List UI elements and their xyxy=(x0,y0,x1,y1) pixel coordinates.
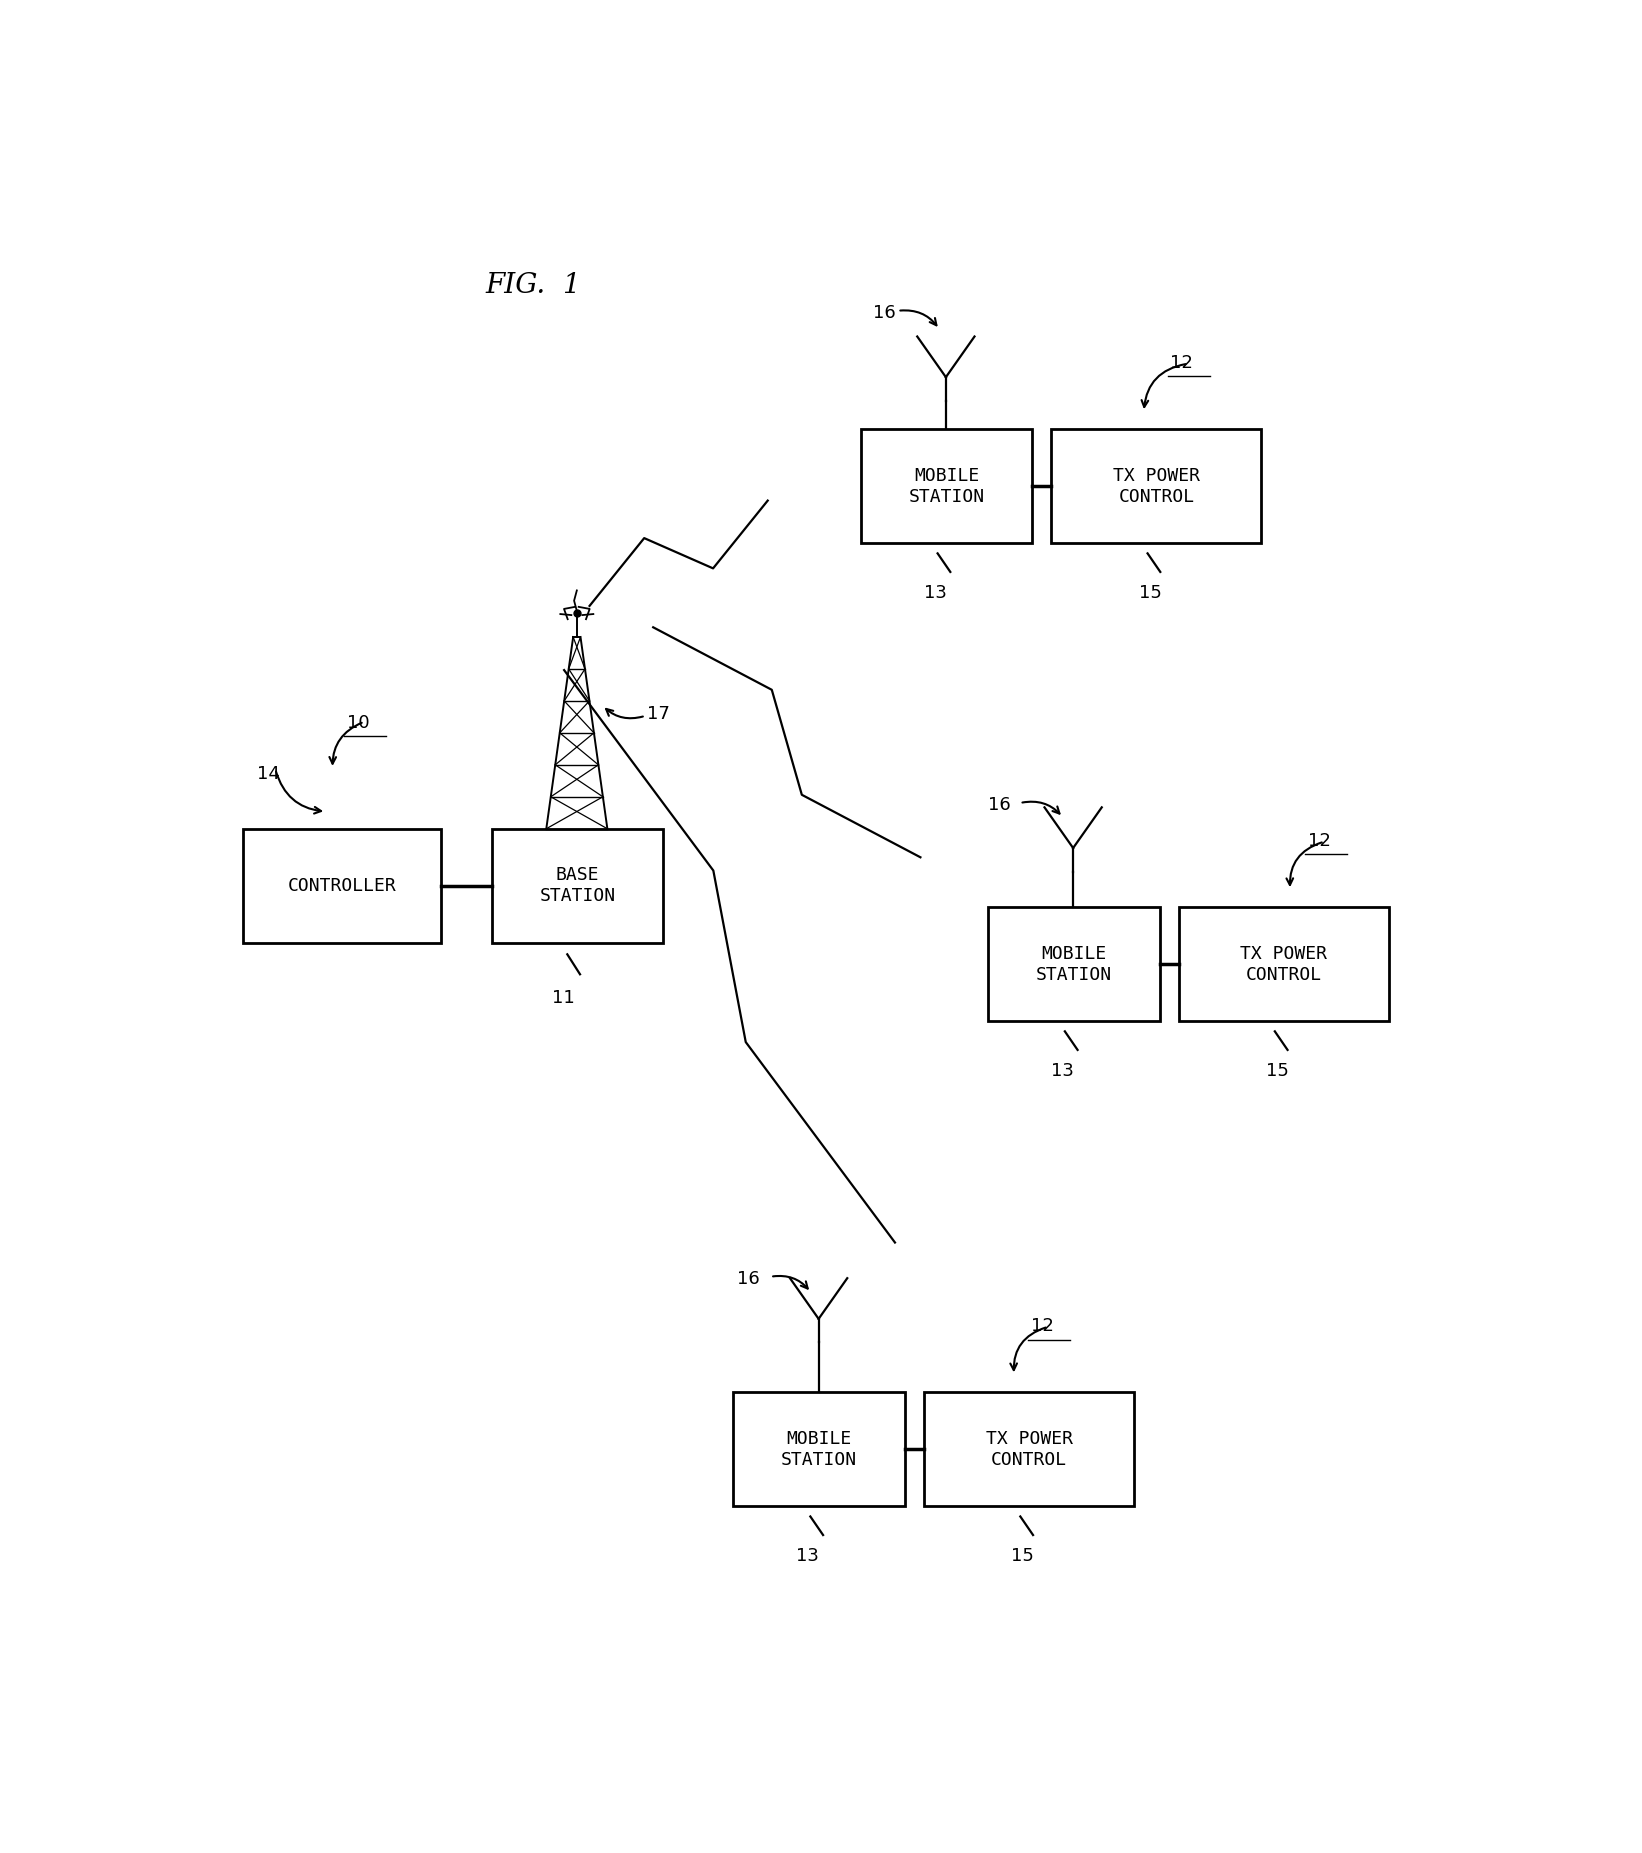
Bar xyxy=(1051,430,1261,543)
Text: 16: 16 xyxy=(874,304,897,322)
Text: 13: 13 xyxy=(796,1547,819,1564)
Bar xyxy=(1179,908,1389,1021)
Text: 16: 16 xyxy=(988,797,1011,815)
Text: MOBILE
STATION: MOBILE STATION xyxy=(782,1431,857,1469)
Text: 12: 12 xyxy=(1309,832,1330,851)
Bar xyxy=(988,908,1159,1021)
Bar xyxy=(243,828,440,943)
Text: 16: 16 xyxy=(737,1269,760,1288)
Text: 14: 14 xyxy=(258,765,281,784)
Text: 13: 13 xyxy=(923,584,946,602)
Text: BASE
STATION: BASE STATION xyxy=(540,867,616,906)
Text: 15: 15 xyxy=(1011,1547,1034,1564)
Text: 10: 10 xyxy=(346,713,369,732)
Text: 11: 11 xyxy=(552,990,575,1006)
Text: CONTROLLER: CONTROLLER xyxy=(287,876,396,895)
Text: TX POWER
CONTROL: TX POWER CONTROL xyxy=(1113,467,1200,506)
Bar xyxy=(734,1392,905,1506)
Text: MOBILE
STATION: MOBILE STATION xyxy=(1036,945,1112,984)
Text: 17: 17 xyxy=(647,706,670,723)
Text: 12: 12 xyxy=(1171,354,1194,372)
Bar xyxy=(860,430,1033,543)
Bar xyxy=(924,1392,1135,1506)
Bar xyxy=(491,828,663,943)
Text: TX POWER
CONTROL: TX POWER CONTROL xyxy=(1240,945,1327,984)
Text: 12: 12 xyxy=(1031,1317,1054,1336)
Text: MOBILE
STATION: MOBILE STATION xyxy=(908,467,985,506)
Text: TX POWER
CONTROL: TX POWER CONTROL xyxy=(985,1431,1072,1469)
Text: FIG.  1: FIG. 1 xyxy=(486,272,581,300)
Text: 15: 15 xyxy=(1266,1062,1289,1080)
Text: 13: 13 xyxy=(1051,1062,1074,1080)
Text: 15: 15 xyxy=(1138,584,1161,602)
